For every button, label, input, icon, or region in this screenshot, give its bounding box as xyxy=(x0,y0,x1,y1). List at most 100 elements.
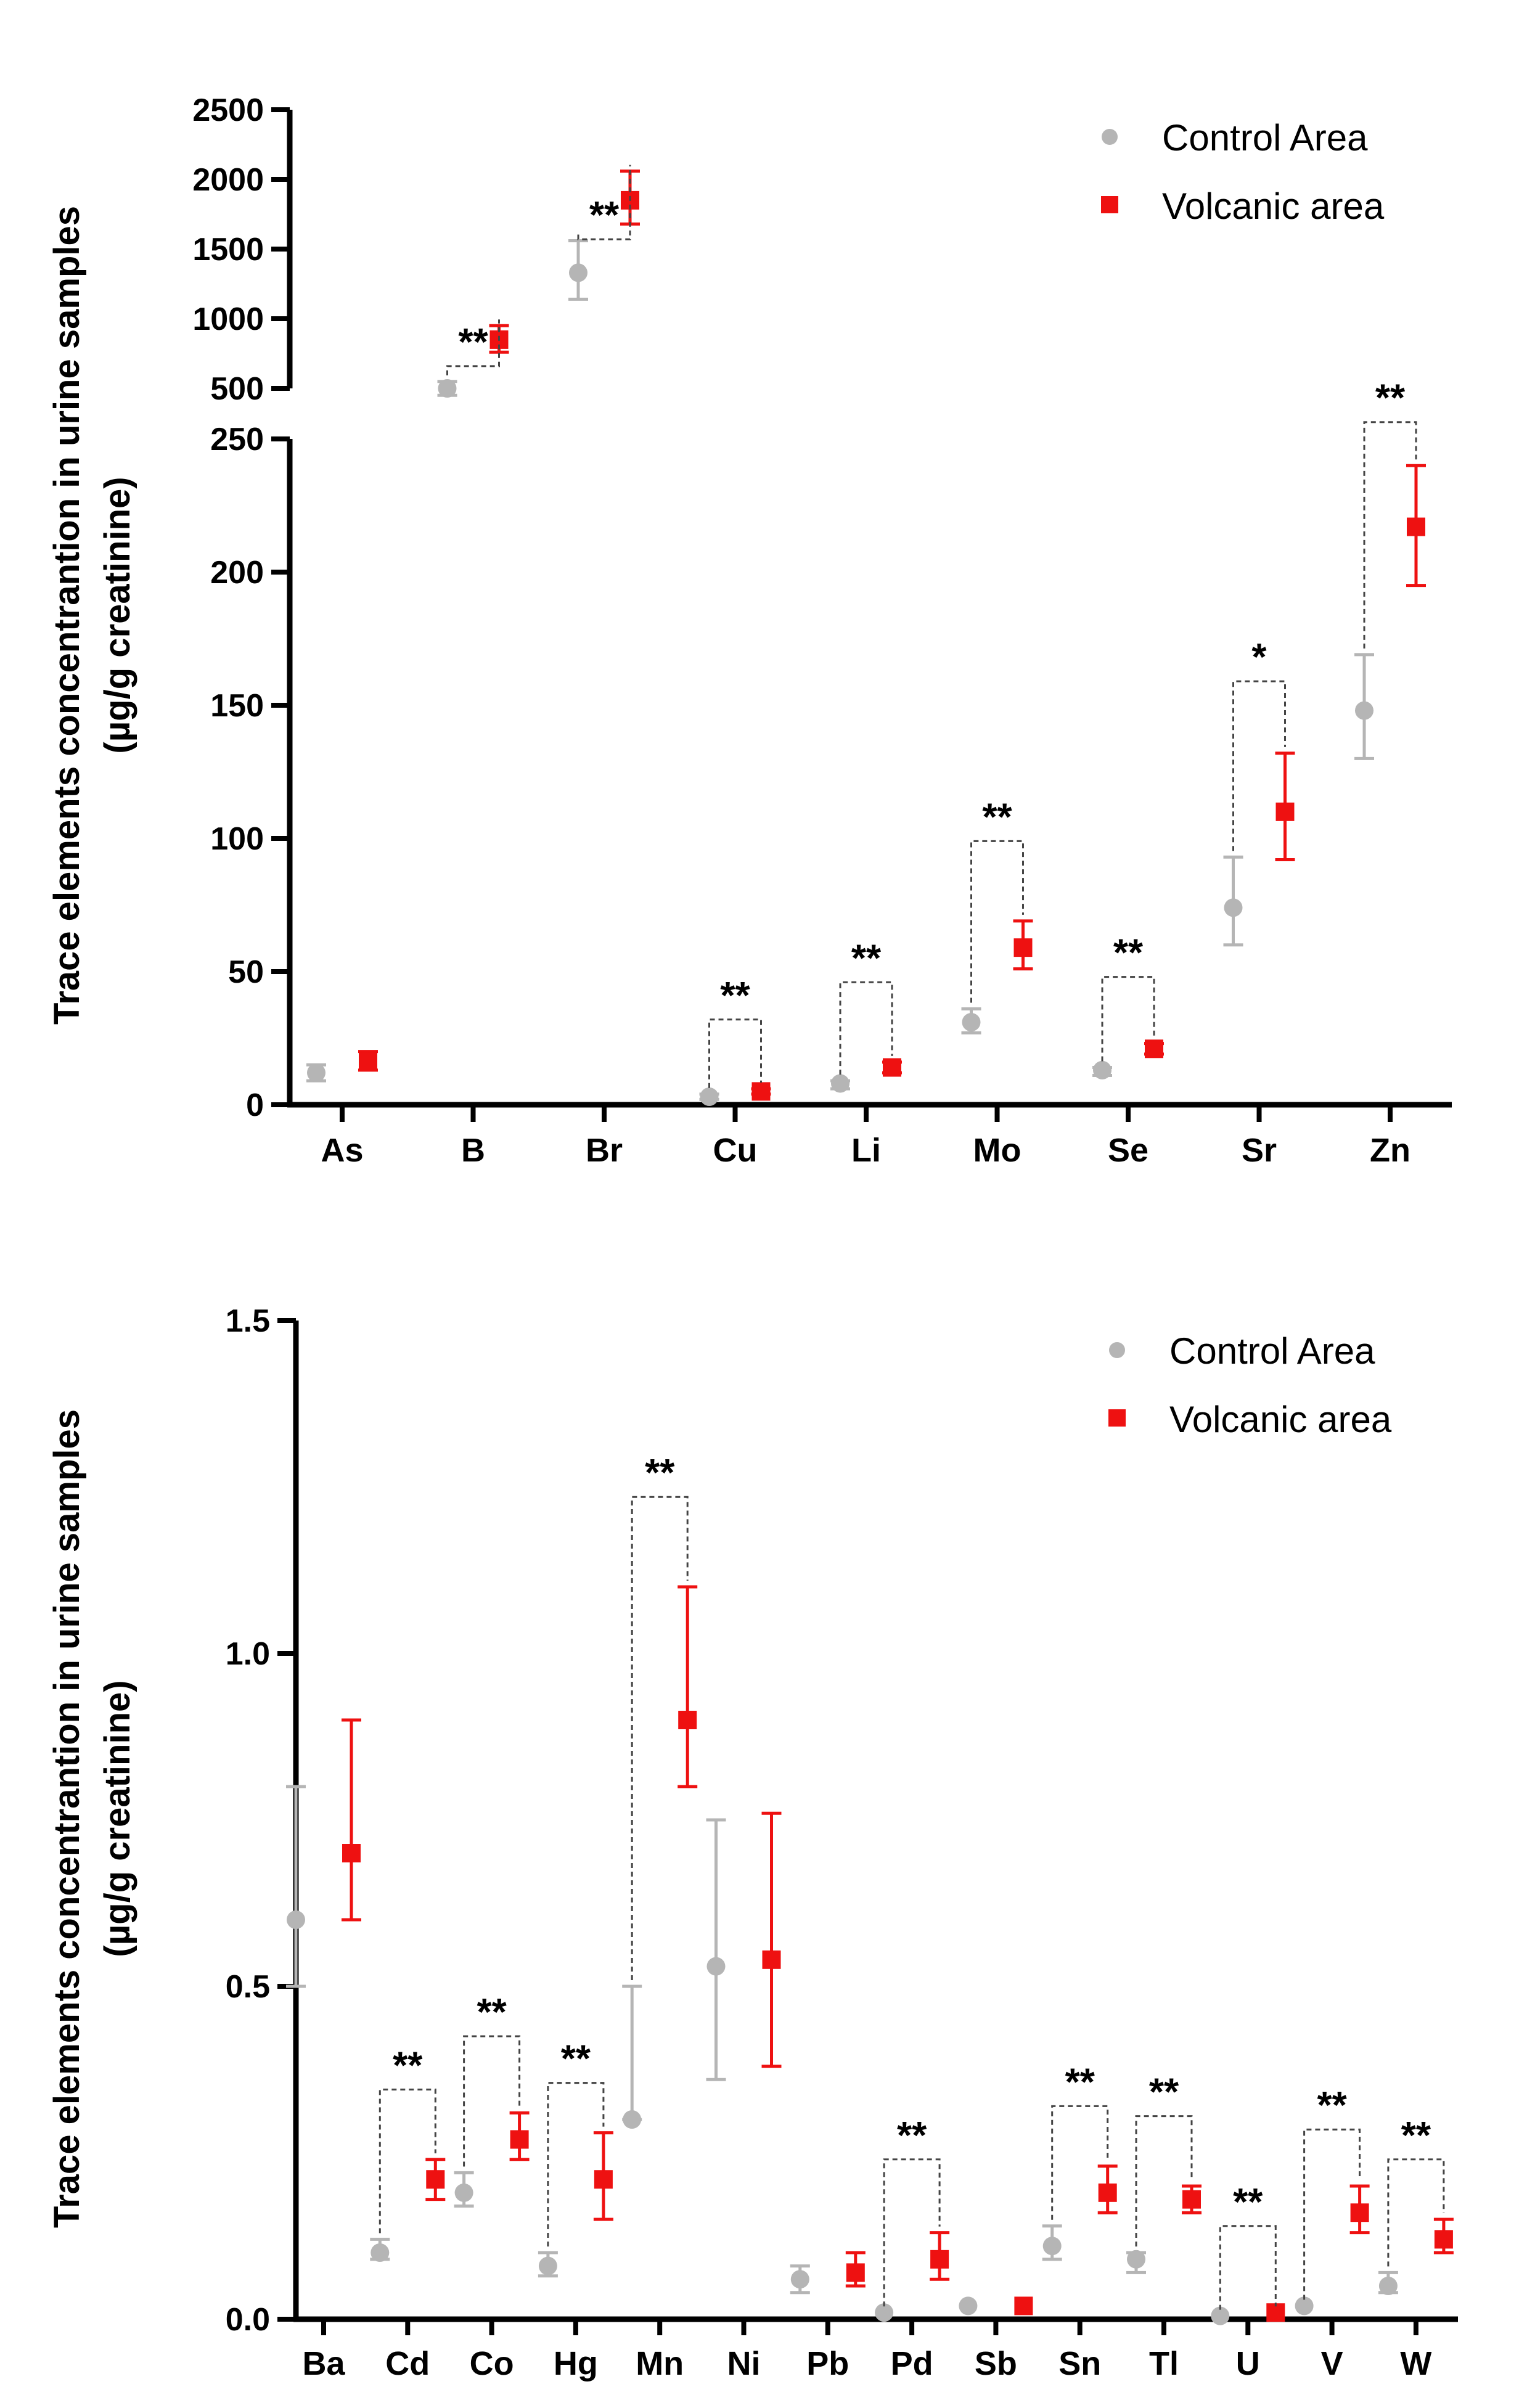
point-control-hg xyxy=(538,2256,557,2275)
panel1-xtick-label-se: Se xyxy=(1108,1132,1148,1169)
panel1-ytick-label-200: 200 xyxy=(210,555,264,591)
significance-bracket-v xyxy=(1303,2128,1361,2300)
significance-label-tl: ** xyxy=(1149,2071,1179,2114)
point-volcanic-sr xyxy=(1275,802,1295,821)
panel1-xtick-label-br: Br xyxy=(586,1132,623,1169)
significance-bracket-sn xyxy=(1051,2105,1109,2220)
panel2-xtick-label-v: V xyxy=(1321,2345,1343,2382)
panel2-xtick-label-pb: Pb xyxy=(806,2345,849,2382)
point-control-li xyxy=(831,1074,849,1093)
point-control-u xyxy=(1211,2306,1230,2325)
significance-label-li: ** xyxy=(851,937,882,980)
significance-bracket-se xyxy=(1101,976,1155,1062)
point-volcanic-v xyxy=(1350,2203,1369,2222)
significance-bracket-b xyxy=(446,319,500,375)
point-control-pb xyxy=(790,2270,809,2289)
panel2-ylabel-line2: (µg/g creatinine) xyxy=(97,1680,137,1957)
panel2-xtick-label-u: U xyxy=(1236,2345,1260,2382)
point-volcanic-w xyxy=(1434,2230,1453,2249)
panel2-ytick-label-1-5: 1.5 xyxy=(226,1303,270,1339)
point-control-ni xyxy=(706,1957,726,1976)
legend-volcanic-marker xyxy=(1108,1409,1126,1427)
significance-bracket-br xyxy=(577,165,631,240)
significance-bracket-mn xyxy=(631,1496,689,1980)
panel2-xtick-label-w: W xyxy=(1400,2345,1431,2382)
panel1-xtick-label-b: B xyxy=(461,1132,485,1169)
point-volcanic-cu xyxy=(751,1082,771,1101)
legend-control-marker xyxy=(1109,1342,1125,1358)
point-control-se xyxy=(1093,1060,1111,1079)
point-control-ba xyxy=(287,1910,305,1929)
point-volcanic-se xyxy=(1145,1039,1163,1059)
point-volcanic-pb xyxy=(846,2263,865,2282)
point-control-as xyxy=(307,1063,325,1083)
point-control-zn xyxy=(1355,701,1373,720)
panel1-ylabel-line1: Trace elements concentrantion in urine s… xyxy=(47,206,87,1025)
significance-label-mn: ** xyxy=(645,1452,675,1494)
panel1-xtick-label-mo: Mo xyxy=(973,1132,1021,1169)
panel1-xtick-label-zn: Zn xyxy=(1370,1132,1410,1169)
significance-bracket-pd xyxy=(883,2158,941,2307)
panel2-xtick-label-sb: Sb xyxy=(975,2345,1017,2382)
legend-control-label: Control Area xyxy=(1169,1330,1375,1372)
panel2-xtick-label-ni: Ni xyxy=(727,2345,761,2382)
significance-bracket-w xyxy=(1387,2158,1445,2267)
point-control-mo xyxy=(962,1013,981,1032)
significance-label-u: ** xyxy=(1233,2181,1263,2224)
point-volcanic-li xyxy=(883,1058,901,1077)
panel1-ytick-label-2500: 2500 xyxy=(192,92,264,128)
significance-label-hg: ** xyxy=(561,2038,591,2081)
panel1-ylabel-line2: (µg/g creatinine) xyxy=(97,477,137,753)
point-volcanic-cd xyxy=(426,2170,445,2189)
significance-label-w: ** xyxy=(1401,2115,1431,2157)
significance-label-v: ** xyxy=(1317,2084,1347,2127)
point-volcanic-ba xyxy=(342,1844,361,1862)
panel1-ytick-label-50: 50 xyxy=(228,954,264,990)
point-volcanic-sb xyxy=(1014,2296,1033,2316)
panel2-ytick-label-1-0: 1.0 xyxy=(226,1636,270,1672)
panel2-xtick-label-pd: Pd xyxy=(891,2345,933,2382)
panel1-ytick-label-150: 150 xyxy=(210,688,264,724)
point-control-cd xyxy=(370,2243,390,2262)
point-control-br xyxy=(569,263,587,282)
point-control-sb xyxy=(959,2296,978,2316)
point-control-cu xyxy=(700,1087,719,1107)
panel1-ytick-label-250: 250 xyxy=(210,422,264,457)
point-volcanic-as xyxy=(359,1052,377,1071)
significance-bracket-zn xyxy=(1363,421,1417,649)
legend-control-marker xyxy=(1102,129,1118,145)
significance-bracket-cd xyxy=(379,2088,436,2234)
point-volcanic-ni xyxy=(762,1950,781,1969)
panel2-ytick-label-0-5: 0.5 xyxy=(226,1969,270,2005)
significance-label-se: ** xyxy=(1113,932,1144,975)
significance-label-br: ** xyxy=(589,194,620,237)
panel1-ytick-label-1000: 1000 xyxy=(192,301,264,337)
panel1-ytick-label-0: 0 xyxy=(246,1087,264,1123)
panel1-ytick-label-500: 500 xyxy=(210,371,264,407)
point-volcanic-co xyxy=(510,2130,529,2149)
significance-bracket-sr xyxy=(1232,680,1286,851)
panel2-ytick-label-0-0: 0.0 xyxy=(226,2302,270,2338)
panel2-ylabel-line1: Trace elements concentrantion in urine s… xyxy=(47,1409,87,2228)
panel2-xtick-label-sn: Sn xyxy=(1058,2345,1101,2382)
point-control-sr xyxy=(1224,898,1243,917)
point-control-sn xyxy=(1042,2237,1062,2256)
point-control-mn xyxy=(623,2110,642,2129)
panel1-legend: Control Area Volcanic area xyxy=(1101,117,1385,227)
legend-control-label: Control Area xyxy=(1162,117,1368,158)
panel2-xtick-label-mn: Mn xyxy=(636,2345,684,2382)
point-volcanic-pd xyxy=(930,2250,949,2269)
panel2-xtick-label-cd: Cd xyxy=(385,2345,430,2382)
significance-bracket-mo xyxy=(970,840,1024,1003)
point-control-co xyxy=(454,2183,473,2202)
point-control-pd xyxy=(875,2303,894,2322)
panel1-ytick-label-2000: 2000 xyxy=(192,162,264,198)
significance-label-co: ** xyxy=(477,1991,507,2034)
significance-label-b: ** xyxy=(458,321,488,364)
point-volcanic-mn xyxy=(678,1711,697,1729)
panel2-xtick-label-ba: Ba xyxy=(302,2345,345,2382)
legend-volcanic-label: Volcanic area xyxy=(1162,186,1385,227)
point-control-b xyxy=(438,379,457,398)
point-volcanic-sn xyxy=(1098,2183,1117,2202)
